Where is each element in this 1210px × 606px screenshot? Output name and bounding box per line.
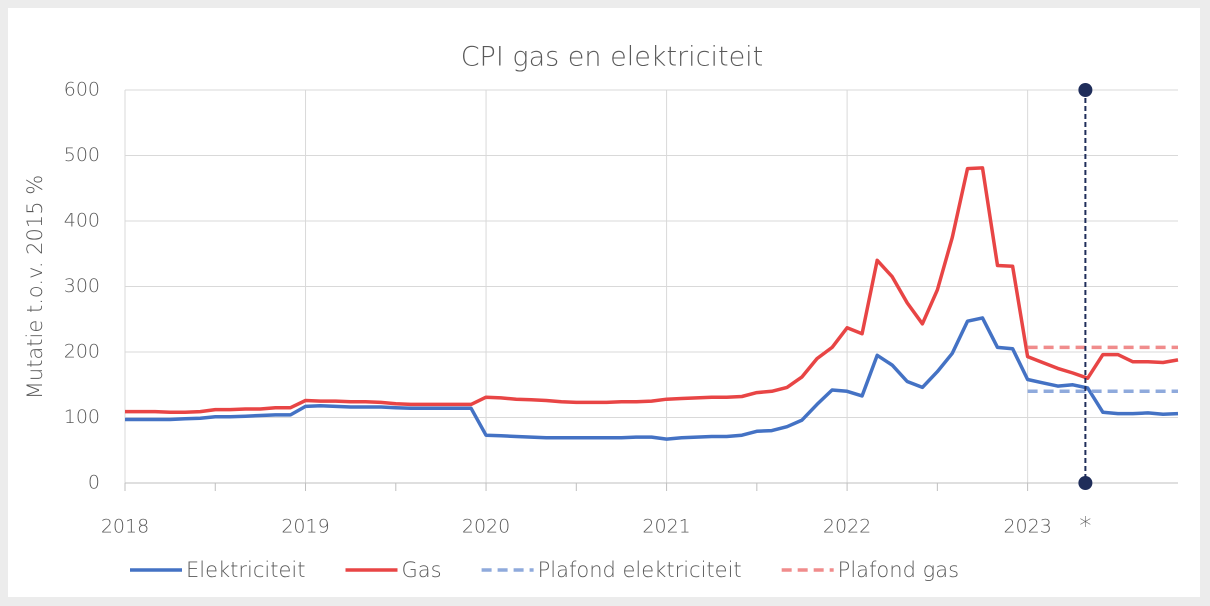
x-tick-label: 2021 — [642, 516, 690, 538]
y-tick-label: 200 — [64, 341, 100, 363]
reference-marker — [1078, 83, 1093, 97]
legend-label: Plafond elektriciteit — [538, 558, 742, 582]
panel — [8, 8, 1200, 597]
x-tick-label: 2020 — [462, 516, 510, 538]
series-line — [125, 316, 1179, 441]
y-tick-label: 100 — [64, 406, 100, 428]
x-tick-label: 2018 — [101, 516, 149, 538]
y-tick-label: 500 — [64, 144, 100, 166]
y-axis-label: Mutatie t.o.v. 2015 % — [23, 175, 47, 399]
y-tick-label: 0 — [88, 472, 100, 494]
legend-label: Plafond gas — [838, 558, 959, 582]
y-tick-label: 400 — [64, 210, 100, 232]
series-line — [125, 166, 1179, 415]
y-tick-label: 600 — [64, 79, 100, 101]
x-tick-label: 2022 — [823, 516, 871, 538]
x-tick-label: 2023 — [1003, 516, 1051, 538]
reference-label: * — [1079, 512, 1091, 540]
y-tick-label: 300 — [64, 275, 100, 297]
legend-label: Gas — [402, 558, 442, 582]
legend-label: Elektriciteit — [186, 558, 306, 582]
chart-title: CPI gas en elektriciteit — [461, 42, 764, 73]
reference-marker — [1078, 476, 1093, 490]
x-tick-label: 2019 — [281, 516, 329, 538]
